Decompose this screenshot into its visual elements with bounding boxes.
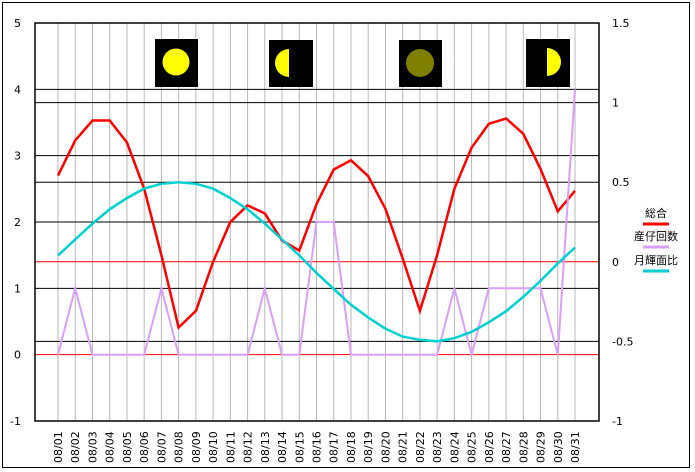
left-y-tick-label: 2 (14, 216, 21, 229)
right-y-tick-label: 1 (612, 97, 619, 110)
x-tick-label: 08/03 (86, 431, 99, 463)
x-tick-label: 08/29 (535, 431, 548, 463)
x-tick-label: 08/23 (431, 431, 444, 463)
x-tick-label: 08/13 (259, 431, 272, 463)
x-tick-label: 08/08 (173, 431, 186, 463)
full-moon-icon (155, 39, 198, 87)
x-tick-label: 08/02 (69, 431, 82, 463)
left-y-tick-label: 1 (14, 282, 21, 295)
x-tick-label: 08/10 (207, 431, 220, 463)
x-tick-label: 08/19 (362, 431, 375, 463)
left-y-tick-label: 0 (14, 349, 21, 362)
x-tick-label: 08/11 (224, 431, 237, 463)
legend-label-2: 月輝面比 (634, 254, 678, 267)
legend-label-1: 産仔回数 (634, 230, 678, 243)
plot-area-border (34, 22, 600, 422)
series-lines (56, 89, 576, 359)
legend-label-0: 総合 (645, 206, 667, 220)
x-tick-label: 08/01 (52, 431, 65, 463)
x-tick-label: 08/24 (448, 431, 461, 463)
x-tick-label: 08/14 (276, 431, 289, 463)
left-y-tick-label: 3 (14, 150, 21, 163)
right-y-tick-label: -1 (612, 415, 623, 428)
x-tick-label: 08/18 (345, 431, 358, 463)
last-quarter-moon-icon (526, 39, 570, 87)
x-tick-label: 08/20 (379, 431, 392, 463)
x-tick-label: 08/09 (190, 431, 203, 463)
new-moon-icon (399, 40, 442, 87)
moon-phase-icons (155, 39, 570, 87)
right-y-tick-label: 0 (612, 256, 619, 269)
x-tick-label: 08/31 (569, 431, 582, 463)
left-y-tick-label: 5 (14, 17, 21, 30)
right-y-tick-label: 0.5 (612, 176, 630, 189)
left-y-tick-label: -1 (10, 415, 21, 428)
right-y-tick-label: -0.5 (612, 335, 633, 348)
x-tick-label: 08/16 (311, 431, 324, 463)
x-tick-label: 08/15 (293, 431, 306, 463)
x-tick-label: 08/30 (552, 431, 565, 463)
x-tick-label: 08/27 (500, 431, 513, 463)
x-tick-label: 08/04 (104, 431, 117, 463)
x-tick-label: 08/12 (242, 431, 255, 463)
x-tick-label: 08/26 (483, 431, 496, 463)
x-tick-label: 08/22 (414, 431, 427, 463)
chart-frame (2, 2, 690, 468)
x-tick-label: 08/05 (121, 431, 134, 463)
x-tick-label: 08/25 (466, 431, 479, 463)
first-quarter-moon-icon (269, 40, 313, 87)
legend: 総合 産仔回数 月輝面比 (634, 206, 678, 273)
x-tick-label: 08/28 (517, 431, 530, 463)
right-y-tick-label: 1.5 (612, 17, 630, 30)
x-tick-label: 08/06 (138, 431, 151, 463)
left-y-tick-label: 4 (14, 83, 21, 96)
x-tick-label: 08/21 (397, 431, 410, 463)
axes: 08/01 08/02 08/03 08/04 08/05 08/06 08/07 08/08… (10, 17, 633, 463)
x-tick-label: 08/07 (155, 431, 168, 463)
x-tick-label: 08/17 (328, 431, 341, 463)
